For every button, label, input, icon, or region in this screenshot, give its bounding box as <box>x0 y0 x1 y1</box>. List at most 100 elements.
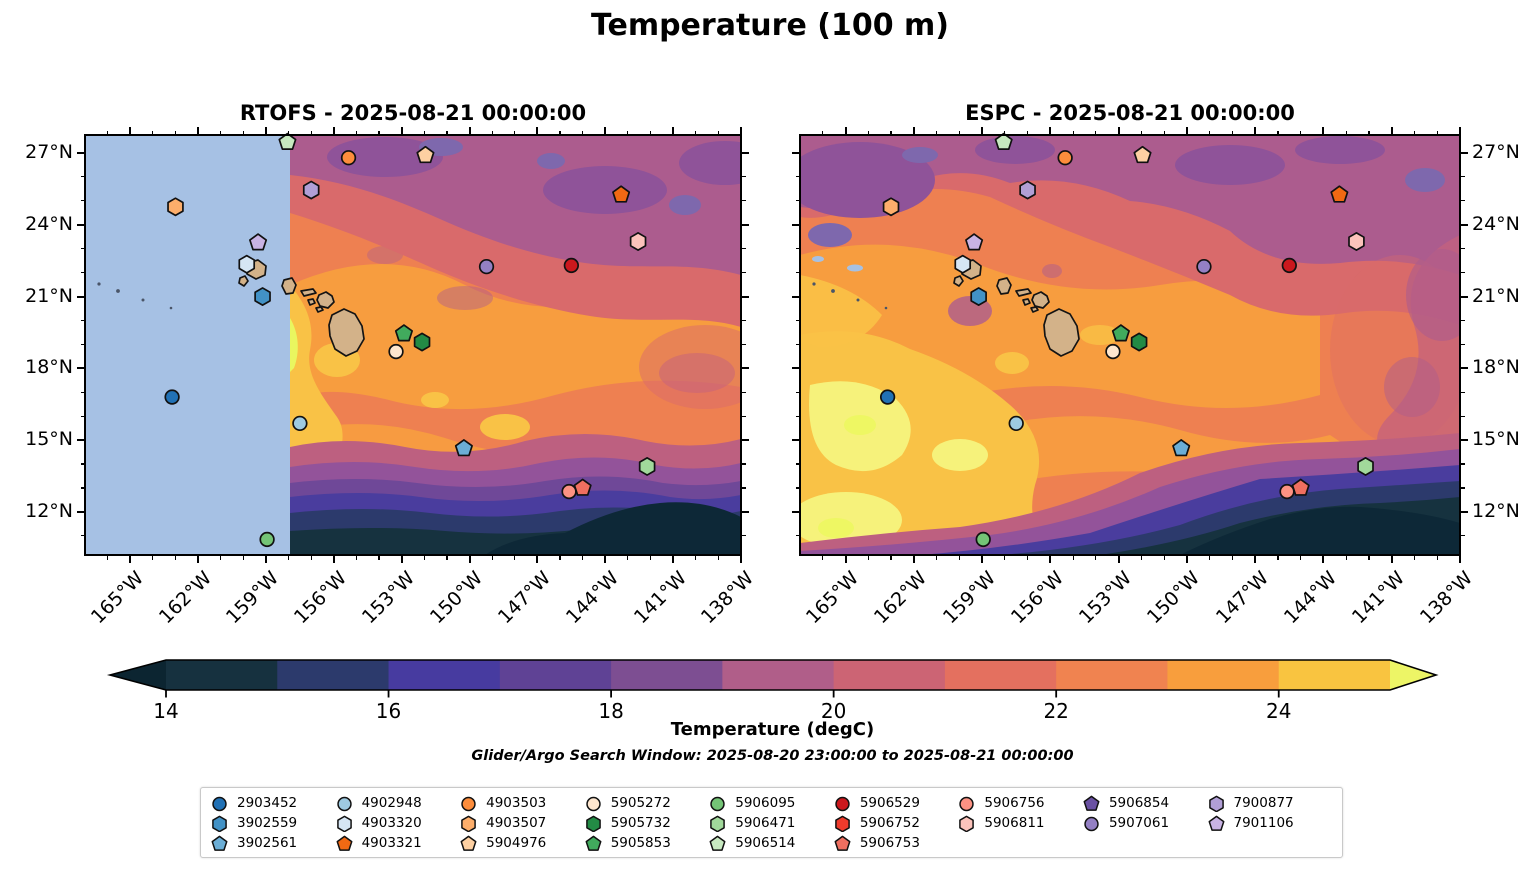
axis-tick <box>741 510 749 513</box>
legend-float-id: 2903452 <box>237 795 298 811</box>
float-marker-4903321 <box>1330 185 1349 203</box>
float-marker-4903503 <box>340 150 357 166</box>
axis-tick <box>1345 130 1347 135</box>
panel-title-espc: ESPC - 2025-08-21 00:00:00 <box>965 101 1295 125</box>
axis-tick <box>77 151 85 154</box>
pentagon-marker-icon <box>709 835 726 851</box>
axis-tick <box>627 555 629 560</box>
axis-tick <box>741 391 746 393</box>
lat-tick-label: 12°N <box>1472 499 1520 522</box>
island-lanai <box>1022 298 1031 306</box>
axis-tick <box>795 391 800 393</box>
axis-tick <box>795 176 800 178</box>
island-kahoolawe <box>315 306 324 313</box>
axis-tick <box>604 127 607 135</box>
lon-tick-label: 153°W <box>1074 567 1137 629</box>
axis-tick <box>1460 200 1465 202</box>
axis-tick <box>1368 130 1370 135</box>
legend-item-3902561: 3902561 <box>211 833 336 853</box>
axis-tick <box>514 555 516 560</box>
legend-column: 5906854 5907061 <box>1083 793 1208 833</box>
rtofs-masked-region <box>85 135 290 555</box>
circle-marker-icon <box>212 796 227 811</box>
lon-tick-label: 159°W <box>222 567 284 629</box>
legend-float-id: 7901106 <box>1233 815 1294 831</box>
axis-tick <box>1277 555 1279 560</box>
island-hawaii <box>1043 308 1080 357</box>
float-marker-5907061 <box>1196 258 1212 275</box>
float-marker-3902559 <box>254 287 271 306</box>
axis-tick <box>446 130 448 135</box>
float-marker-4902948 <box>292 415 308 432</box>
float-marker-7900877 <box>302 180 320 200</box>
axis-tick <box>822 555 824 560</box>
legend-float-id: 5906514 <box>735 835 796 851</box>
axis-tick <box>912 555 915 563</box>
colorbar-segment-16-17 <box>388 660 501 690</box>
axis-tick <box>1390 127 1393 135</box>
colorbar-tick-label: 18 <box>598 699 624 723</box>
axis-tick <box>80 343 85 345</box>
axis-tick <box>1185 127 1188 135</box>
colorbar-segment-17-18 <box>499 660 612 690</box>
axis-tick <box>1300 555 1302 560</box>
axis-tick <box>582 555 584 560</box>
lon-tick-label: 162°W <box>870 567 932 629</box>
axis-tick <box>1026 555 1029 560</box>
axis-tick <box>264 555 267 563</box>
legend-item-3902559: 3902559 <box>211 813 336 833</box>
axis-tick <box>844 555 847 563</box>
colorbar-segment-19-20 <box>722 660 835 690</box>
legend-column: 5906529 5906752 5906753 <box>834 793 959 853</box>
float-marker-2903452 <box>164 389 180 405</box>
lat-tick-label: 12°N <box>25 499 73 522</box>
colorbar-tick-label: 24 <box>1265 699 1292 723</box>
float-marker-4903320 <box>238 254 256 274</box>
legend-float-id: 5906811 <box>984 815 1045 831</box>
axis-tick <box>795 248 800 250</box>
legend-item-5906756: 5906756 <box>958 793 1083 813</box>
islet-speck <box>97 282 101 286</box>
axis-tick <box>378 555 380 560</box>
float-marker-5906753 <box>573 478 592 496</box>
axis-tick <box>242 130 244 135</box>
axis-tick <box>378 130 380 135</box>
axis-tick <box>1049 127 1052 135</box>
float-marker-4903507 <box>167 197 184 217</box>
axis-tick <box>740 555 742 563</box>
float-marker-5907061 <box>478 258 495 275</box>
axis-tick <box>981 555 984 563</box>
axis-tick <box>792 439 800 442</box>
float-marker-7900877 <box>1019 180 1036 200</box>
legend-column: 5906095 5906471 5906514 <box>709 793 834 853</box>
axis-tick <box>1140 130 1142 135</box>
lon-tick-label: 144°W <box>1279 567 1342 629</box>
lon-tick-label: 138°W <box>1416 567 1478 629</box>
float-marker-5906471 <box>1357 457 1374 476</box>
island-maui <box>316 291 335 309</box>
axis-tick <box>80 248 85 250</box>
lon-tick-label: 150°W <box>1143 567 1205 629</box>
legend-item-4902948: 4902948 <box>336 793 461 813</box>
axis-tick <box>1460 151 1468 154</box>
lat-tick-label: 27°N <box>25 140 73 163</box>
axis-tick <box>795 487 800 489</box>
axis-tick <box>1185 555 1188 563</box>
lat-tick-label: 24°N <box>25 212 73 235</box>
axis-tick <box>1254 555 1257 563</box>
hexagon-marker-icon <box>336 815 352 832</box>
circle-marker-icon <box>461 796 476 811</box>
float-marker-5906514 <box>278 132 297 150</box>
legend-item-4903503: 4903503 <box>460 793 585 813</box>
axis-tick <box>174 555 177 560</box>
float-marker-3902559 <box>970 287 987 306</box>
axis-tick <box>468 127 471 135</box>
axis-tick <box>1026 130 1029 135</box>
axis-tick <box>423 555 425 560</box>
float-marker-5905272 <box>388 343 404 360</box>
axis-tick <box>468 555 471 563</box>
axis-tick <box>741 463 746 465</box>
axis-tick <box>80 200 85 202</box>
axis-tick <box>1413 130 1416 135</box>
legend-column: 4902948 4903320 4903321 <box>336 793 461 853</box>
